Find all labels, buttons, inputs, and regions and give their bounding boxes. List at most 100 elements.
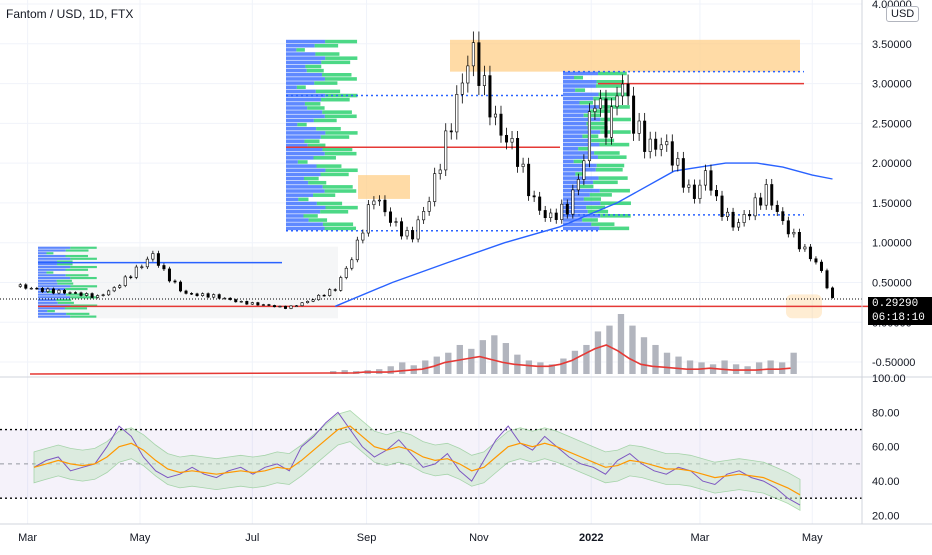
profile-2-blue	[286, 102, 305, 106]
candle-body	[477, 42, 481, 86]
profile-1-blue	[38, 310, 48, 313]
profile-3-blue	[563, 84, 596, 88]
profile-3-blue	[563, 134, 583, 139]
profile-3-blue	[563, 88, 576, 92]
volume-bar	[629, 325, 636, 374]
candle-body	[96, 295, 100, 298]
profile-1-blue	[38, 276, 71, 280]
price-tick-label: 0.50000	[872, 277, 912, 289]
candle-body	[632, 95, 636, 134]
profile-3-blue	[563, 117, 601, 122]
profile-1-blue	[38, 315, 71, 318]
profile-1-green	[65, 249, 89, 252]
candle-body	[40, 288, 44, 292]
candle-body	[162, 265, 166, 270]
profile-3-blue	[563, 214, 601, 218]
candle-body	[322, 294, 326, 297]
price-tick-label: -0.50000	[872, 357, 915, 369]
candle-body	[46, 288, 50, 292]
candle-body	[753, 197, 757, 217]
profile-3-green	[596, 80, 625, 84]
profile-3-green	[597, 155, 627, 159]
profile-2-green	[322, 110, 352, 114]
profile-1-green	[70, 304, 98, 307]
profile-2-green	[314, 81, 338, 85]
candle-body	[184, 290, 188, 294]
profile-2-blue	[286, 77, 325, 81]
profile-3-green	[573, 159, 583, 164]
profile-1-green	[66, 293, 89, 296]
profile-3-blue	[563, 96, 594, 101]
profile-1-blue	[38, 312, 67, 315]
candle-body	[239, 301, 243, 303]
candle-body	[289, 305, 293, 309]
profile-1-blue	[38, 265, 71, 269]
candle-body	[383, 199, 387, 213]
profile-1-blue	[38, 252, 47, 255]
volume-ma-line	[29, 344, 791, 375]
volume-bar	[387, 366, 394, 374]
time-tick-label: May	[130, 532, 151, 544]
candle-body	[742, 214, 746, 223]
candle-body	[311, 299, 315, 302]
profile-2-blue	[286, 222, 323, 227]
profile-1-green	[70, 276, 97, 280]
candle-body	[339, 277, 343, 291]
candle-body	[201, 293, 205, 296]
candle-body	[283, 305, 287, 309]
profile-3-green	[575, 88, 586, 92]
symbol-title[interactable]: Fantom / USD, 1D, FTX	[6, 7, 134, 21]
profile-2-blue	[286, 89, 316, 94]
profile-3-green	[599, 188, 630, 193]
profile-2-green	[316, 126, 341, 131]
candle-body	[333, 289, 337, 291]
profile-3-blue	[563, 176, 599, 180]
candle-body	[295, 305, 299, 307]
candle-body	[731, 211, 735, 228]
profile-2-green	[325, 168, 358, 173]
profile-1-blue	[38, 301, 58, 304]
profile-2-green	[322, 73, 352, 77]
candle-body	[786, 220, 790, 235]
profile-1-blue	[38, 304, 71, 307]
profile-3-blue	[563, 100, 580, 105]
price-tick-label: 2.50000	[872, 118, 912, 130]
profile-3-green	[583, 113, 601, 118]
candle-body	[300, 302, 304, 307]
profile-3-blue	[563, 121, 587, 126]
volume-bar	[491, 335, 498, 374]
profile-2-green	[296, 48, 305, 52]
candle-body	[372, 200, 376, 206]
profile-2-green	[322, 185, 353, 189]
profile-2-blue	[286, 52, 316, 56]
profile-2-green	[298, 197, 309, 202]
candle-body	[350, 259, 354, 269]
profile-1-green	[57, 260, 73, 263]
candle-body	[571, 189, 575, 215]
candle-body	[759, 197, 763, 206]
candle-body	[212, 294, 216, 298]
profile-2-green	[324, 189, 357, 193]
candle-body	[770, 184, 774, 206]
profile-1-green	[46, 271, 54, 274]
profile-3-green	[591, 138, 615, 143]
profile-1-green	[65, 268, 89, 271]
volume-bar	[399, 362, 406, 374]
profile-3-green	[599, 142, 630, 147]
candle-body	[549, 212, 553, 218]
profile-2-blue	[286, 176, 304, 181]
profile-2-blue	[286, 160, 298, 164]
candle-body	[455, 94, 459, 133]
candle-body	[648, 138, 652, 152]
candle-body	[814, 258, 818, 263]
profile-2-green	[307, 106, 325, 110]
profile-3-green	[594, 151, 620, 155]
profile-1-blue	[38, 271, 47, 274]
profile-2-green	[305, 64, 322, 69]
profile-1-green	[65, 287, 88, 291]
candle-body	[250, 302, 254, 305]
price-tick-label: 1.00000	[872, 238, 912, 250]
volume-bar	[652, 344, 659, 374]
currency-label[interactable]: USD	[886, 6, 920, 22]
